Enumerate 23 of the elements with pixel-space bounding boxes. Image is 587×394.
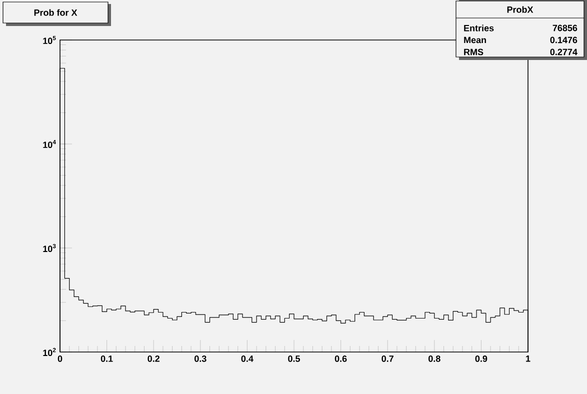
text: 0.1476 bbox=[550, 36, 578, 44]
x-tick-label: 0.2 bbox=[148, 356, 160, 362]
annotation: RMS bbox=[464, 48, 484, 56]
x-tick-label: 0.9 bbox=[475, 356, 488, 362]
x-tick-label: 0.4 bbox=[241, 356, 254, 362]
y-tick-label: 10$^{5}$ bbox=[43, 36, 56, 44]
x-tick-label: 0.8 bbox=[428, 356, 440, 362]
y-tick-label: 10$^{3}$ bbox=[43, 244, 56, 252]
text: Entries bbox=[464, 24, 494, 32]
y-tick-label: 10$^{2}$ bbox=[43, 348, 56, 356]
x-tick-label: 1 bbox=[526, 356, 530, 362]
annotation: Mean bbox=[464, 36, 486, 44]
y-tick-label: 10$^{4}$ bbox=[43, 140, 56, 148]
x-tick-label: 0.3 bbox=[194, 356, 206, 362]
text: 76856 bbox=[552, 24, 578, 32]
chart-title: Prob for X bbox=[34, 9, 78, 16]
text: 0.2774 bbox=[550, 48, 578, 56]
x-tick-label: 0 bbox=[58, 356, 62, 362]
x-tick-label: 0.5 bbox=[288, 356, 300, 362]
x-tick-label: 0.1 bbox=[100, 356, 113, 362]
text: ProbX bbox=[507, 6, 534, 13]
x-tick-label: 0.6 bbox=[334, 356, 347, 362]
x-tick-label: 0.7 bbox=[382, 356, 394, 362]
